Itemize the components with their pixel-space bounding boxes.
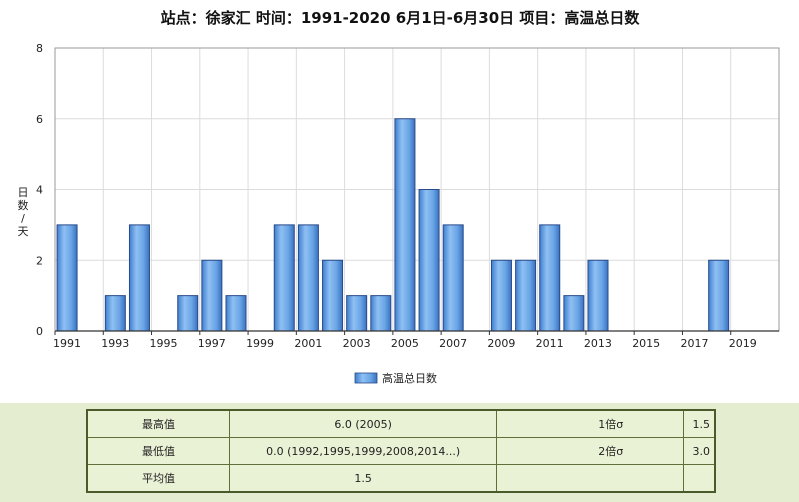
sigma-value: 3.0 (683, 437, 716, 465)
legend: 高温总日数 (354, 371, 437, 385)
stat-value: 0.0 (1992,1995,1999,2008,2014...) (228, 437, 498, 465)
table-row: 最高值 6.0 (2005) 1倍σ 1.5 (86, 409, 716, 438)
table-row: 平均值 1.5 (86, 464, 716, 493)
x-tick-label: 2019 (729, 337, 757, 350)
bar-2000 (273, 224, 295, 332)
x-tick-label: 2003 (343, 337, 371, 350)
sigma-value: 1.5 (683, 409, 716, 438)
stat-label: 最低值 (86, 437, 230, 465)
y-tick-label: 6 (36, 113, 43, 126)
bar-1993 (104, 295, 126, 332)
y-axis-label-char: 日 (18, 186, 29, 199)
bar-2012 (563, 295, 585, 332)
bar-2002 (322, 259, 344, 332)
legend-label: 高温总日数 (382, 371, 437, 385)
y-tick-label: 8 (36, 42, 43, 55)
x-tick-label: 2005 (391, 337, 419, 350)
y-axis-label-char: 天 (18, 225, 29, 238)
y-axis-label-char: 数 (18, 199, 29, 212)
y-axis-label: 日数/天 (18, 186, 29, 238)
bar-2011 (539, 224, 561, 332)
stat-value: 1.5 (228, 464, 498, 493)
bar-2004 (370, 295, 392, 332)
y-axis-label-char: / (21, 212, 25, 225)
bars (56, 118, 730, 332)
bar-2013 (587, 259, 609, 332)
x-tick-label: 2013 (584, 337, 612, 350)
bar-2003 (346, 295, 368, 332)
bar-1994 (128, 224, 150, 332)
x-tick-label: 2001 (294, 337, 322, 350)
bar-2005 (394, 118, 416, 332)
x-tick-label: 2011 (536, 337, 564, 350)
bar-chart: 站点：徐家汇 时间：1991-2020 6月1日-6月30日 项目：高温总日数 … (18, 9, 780, 385)
y-tick-label: 4 (36, 184, 43, 197)
chart-area: 站点：徐家汇 时间：1991-2020 6月1日-6月30日 项目：高温总日数 … (17, 9, 780, 385)
sigma-label (496, 464, 685, 493)
sigma-label: 2倍σ (496, 437, 685, 465)
statistics-panel: 最高值 6.0 (2005) 1倍σ 1.5 最低值 0.0 (1992,199… (0, 403, 799, 502)
x-tick-label: 1991 (53, 337, 81, 350)
y-tick-label: 0 (36, 325, 43, 338)
x-tick-label: 2015 (632, 337, 660, 350)
x-tick-label: 2009 (487, 337, 515, 350)
table-row: 最低值 0.0 (1992,1995,1999,2008,2014...) 2倍… (86, 437, 716, 465)
x-tick-label: 1999 (246, 337, 274, 350)
x-tick-label: 2017 (680, 337, 708, 350)
y-tick-label: 2 (36, 254, 43, 267)
grid-lines (55, 47, 779, 332)
bar-1996 (177, 295, 199, 332)
sigma-label: 1倍σ (496, 409, 685, 438)
x-tick-label: 1993 (101, 337, 129, 350)
bar-2001 (297, 224, 319, 332)
stat-label: 平均值 (86, 464, 230, 493)
statistics-table: 最高值 6.0 (2005) 1倍σ 1.5 最低值 0.0 (1992,199… (86, 409, 716, 493)
sigma-value (683, 464, 716, 493)
stat-label: 最高值 (86, 409, 230, 438)
bar-2007 (442, 224, 464, 332)
chart-title: 站点：徐家汇 时间：1991-2020 6月1日-6月30日 项目：高温总日数 (161, 9, 641, 27)
x-tick-label: 1997 (198, 337, 226, 350)
bar-2009 (490, 259, 512, 332)
bar-2018 (708, 259, 730, 332)
bar-1997 (201, 259, 223, 332)
bar-2010 (515, 259, 537, 332)
bar-1998 (225, 295, 247, 332)
axes: 0 2 4 6 8 1991 1993 1995 1997 1999 2001 2003 2005 200… (36, 42, 780, 350)
x-tick-label: 1995 (150, 337, 178, 350)
x-tick-label: 2007 (439, 337, 467, 350)
stat-value: 6.0 (2005) (228, 409, 498, 438)
bar-1991 (56, 224, 78, 332)
bar-2006 (418, 189, 440, 332)
legend-swatch (354, 372, 378, 384)
